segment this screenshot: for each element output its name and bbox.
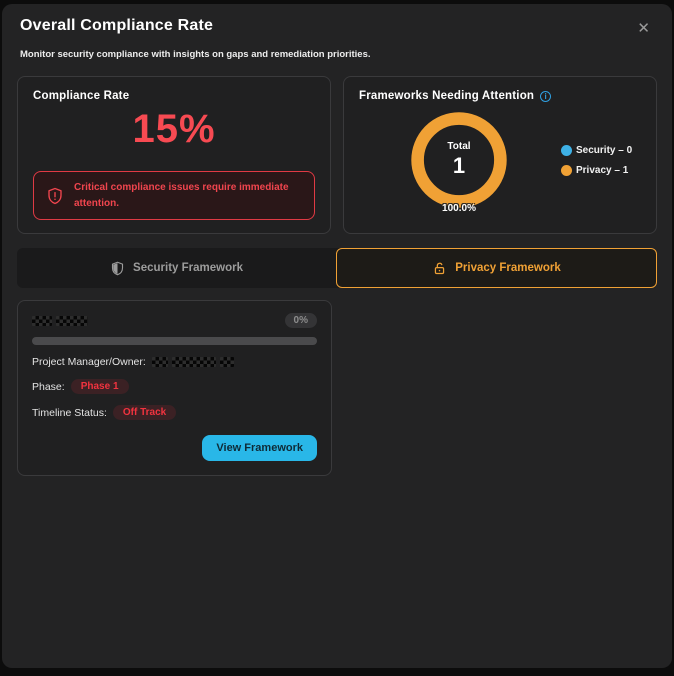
- donut-center: Total 1: [405, 106, 513, 214]
- progress-bar: [32, 337, 317, 345]
- security-legend-label: Security – 0: [576, 144, 633, 156]
- donut-chart: Total 1 100.0%: [405, 106, 513, 214]
- shield-alert-icon: [46, 187, 64, 205]
- lock-icon: [432, 261, 447, 276]
- frameworks-attention-card: Frameworks Needing Attention i Total 1 1…: [343, 76, 657, 234]
- tab-security-framework[interactable]: Security Framework: [17, 248, 336, 288]
- close-icon[interactable]: ✕: [631, 17, 656, 40]
- legend-item-privacy: Privacy – 1: [561, 164, 632, 176]
- modal-header: Overall Compliance Rate ✕: [2, 4, 672, 40]
- privacy-legend-label: Privacy – 1: [576, 164, 629, 176]
- legend-item-security: Security – 0: [561, 144, 633, 156]
- tab-privacy-label: Privacy Framework: [455, 262, 561, 274]
- compliance-rate-value: 15%: [132, 107, 216, 151]
- timeline-row: Timeline Status: Off Track: [32, 405, 317, 420]
- phase-label: Phase:: [32, 380, 65, 393]
- alert-message: Critical compliance issues require immed…: [74, 182, 289, 209]
- donut-legend: Security – 0 Privacy – 1: [561, 144, 633, 176]
- tab-security-label: Security Framework: [133, 262, 243, 274]
- phase-row: Phase: Phase 1: [32, 379, 317, 394]
- frameworks-card-title: Frameworks Needing Attention: [359, 90, 535, 102]
- compliance-modal: Overall Compliance Rate ✕ Monitor securi…: [2, 4, 672, 668]
- security-legend-dot: [561, 144, 572, 156]
- view-framework-button[interactable]: View Framework: [202, 435, 317, 461]
- framework-project-card: 0% Project Manager/Owner: Phase: Phase 1…: [17, 300, 332, 476]
- donut-ring-svg: [411, 112, 507, 208]
- summary-cards-row: Compliance Rate 15% Critical compliance …: [17, 76, 657, 234]
- donut-chart-row: Total 1 100.0% Security – 0 Privacy – 1: [359, 106, 641, 214]
- manager-label: Project Manager/Owner:: [32, 356, 146, 368]
- manager-name-redacted: [151, 357, 234, 367]
- phase-badge: Phase 1: [70, 379, 129, 394]
- timeline-status-badge: Off Track: [112, 405, 177, 420]
- info-icon[interactable]: i: [540, 90, 552, 102]
- framework-tabbar: Security Framework Privacy Framework: [17, 248, 657, 288]
- timeline-label: Timeline Status:: [32, 406, 107, 419]
- critical-alert: Critical compliance issues require immed…: [33, 171, 315, 220]
- tab-privacy-framework[interactable]: Privacy Framework: [336, 248, 657, 288]
- donut-total-label: Total: [447, 141, 471, 152]
- privacy-legend-dot: [561, 164, 572, 176]
- project-name-redacted: [32, 315, 88, 326]
- modal-subtitle: Monitor security compliance with insight…: [20, 49, 371, 60]
- compliance-card-title: Compliance Rate: [33, 90, 130, 102]
- manager-row: Project Manager/Owner:: [32, 356, 317, 368]
- project-card-header: 0%: [32, 313, 317, 328]
- frameworks-card-title-row: Frameworks Needing Attention i: [359, 90, 641, 102]
- compliance-rate-card: Compliance Rate 15% Critical compliance …: [17, 76, 331, 234]
- modal-title: Overall Compliance Rate: [20, 17, 214, 34]
- progress-percent-badge: 0%: [284, 313, 317, 328]
- donut-total-value: 1: [452, 153, 466, 178]
- shield-icon: [110, 261, 125, 276]
- donut-slice-label: 100.0%: [442, 203, 476, 214]
- project-card-actions: View Framework: [32, 435, 317, 461]
